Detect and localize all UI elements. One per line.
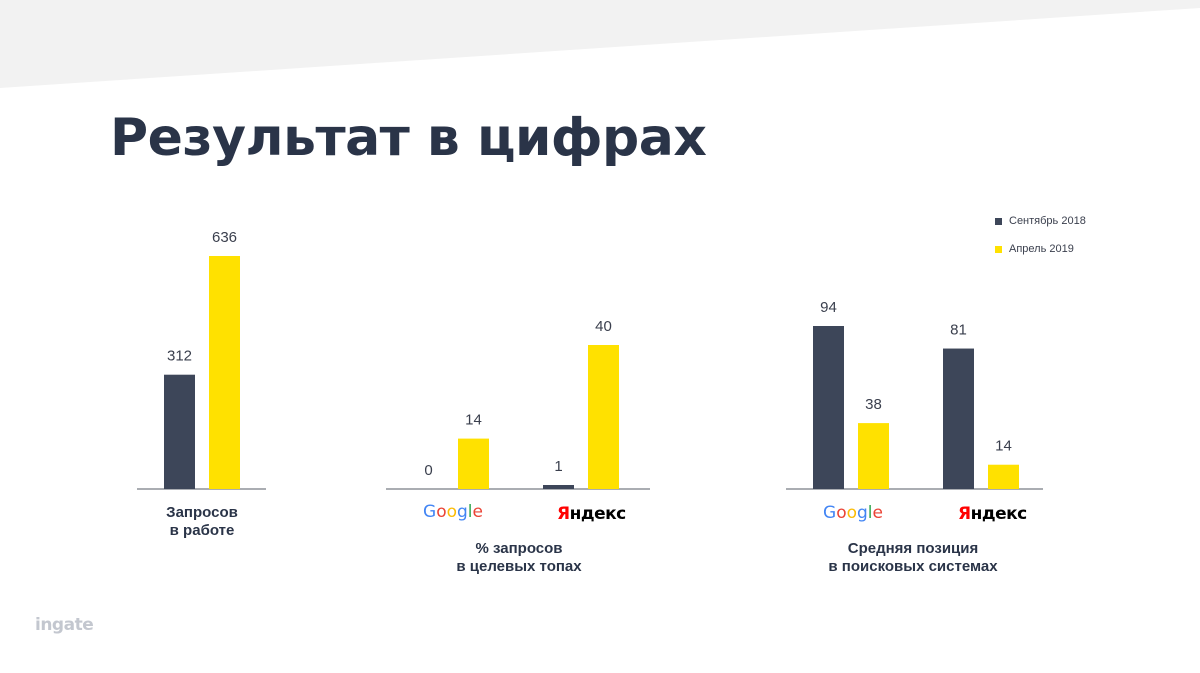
google-logo-chart3: Google [823,503,883,523]
chart-2-data-label-sep2018-1: 0 [424,462,432,479]
yandex-logo-rest: ндекс [970,504,1028,524]
top-banner-shape [0,0,1200,88]
caption-target-tops: % запросов в целевых топах [369,540,669,576]
caption-line-1: Запросов [166,504,238,521]
chart-3-bar-sep2018-1 [813,326,844,489]
google-logo-letter: o [446,502,457,522]
legend-label-apr2019: Апрель 2019 [1009,243,1074,255]
chart-3-bar-apr2019-2 [988,464,1019,489]
google-logo-letter: G [423,502,437,522]
legend-swatch-sep2018 [995,217,1002,225]
google-logo-letter: g [857,503,868,523]
caption-line-2: в работе [169,522,235,539]
page-title: Результат в цифрах [110,108,707,168]
yandex-logo-chart2: Яндекс [557,504,626,524]
google-logo-letter: G [823,503,837,523]
chart-1-data-label-sep2018-1: 312 [167,348,192,365]
chart-3-data-label-sep2018-1: 94 [820,299,837,316]
google-logo-letter: l [467,502,473,522]
chart-3-bar-sep2018-2 [943,348,974,489]
charts-group: 312 636 0 1 14 40 94 81 38 14 [137,229,1043,490]
caption-average-position: Средняя позиция в поисковых системах [763,540,1063,576]
caption-line-1: % запросов [475,540,563,557]
google-logo-chart2: Google [423,502,483,522]
chart-2-data-label-sep2018-2: 1 [554,458,562,475]
caption-line-2: в целевых топах [456,558,582,575]
yandex-logo-first-letter: Я [557,504,570,524]
chart-2-bar-apr2019-2 [588,345,619,489]
chart-3-bar-apr2019-1 [858,423,889,489]
legend-item-sep2018: Сентябрь 2018 [995,214,1086,228]
chart-3-data-label-sep2018-2: 81 [950,322,967,339]
google-logo-letter: o [836,503,847,523]
chart-1-bar-apr2019-1 [209,256,240,489]
google-logo-letter: o [846,503,857,523]
legend-label-sep2018: Сентябрь 2018 [1009,215,1086,227]
yandex-logo-first-letter: Я [958,504,971,524]
legend: Сентябрь 2018 Апрель 2019 [995,214,1086,270]
google-logo-letter: o [436,502,447,522]
caption-requests-in-work: Запросов в работе [52,504,352,540]
chart-2-data-label-apr2019-2: 40 [595,318,612,335]
chart-2-bar-sep2018-2 [543,485,574,489]
chart-2-bar-apr2019-1 [458,438,489,489]
google-logo-letter: l [867,503,873,523]
chart-3-data-label-apr2019-1: 38 [865,396,882,413]
chart-3-data-label-apr2019-2: 14 [995,438,1012,455]
legend-item-apr2019: Апрель 2019 [995,242,1086,256]
chart-1-data-label-apr2019-1: 636 [212,229,237,246]
google-logo-letter: g [457,502,468,522]
legend-swatch-apr2019 [995,245,1002,253]
google-logo-letter: e [872,503,883,523]
google-logo-letter: e [472,502,483,522]
ingate-logo: ingate [35,615,94,635]
caption-line-2: в поисковых системах [828,558,998,575]
yandex-logo-rest: ндекс [569,504,627,524]
yandex-logo-chart3: Яндекс [958,504,1027,524]
caption-line-1: Средняя позиция [847,540,979,557]
chart-2-data-label-apr2019-1: 14 [465,412,482,429]
chart-1-bar-sep2018-1 [164,374,195,489]
